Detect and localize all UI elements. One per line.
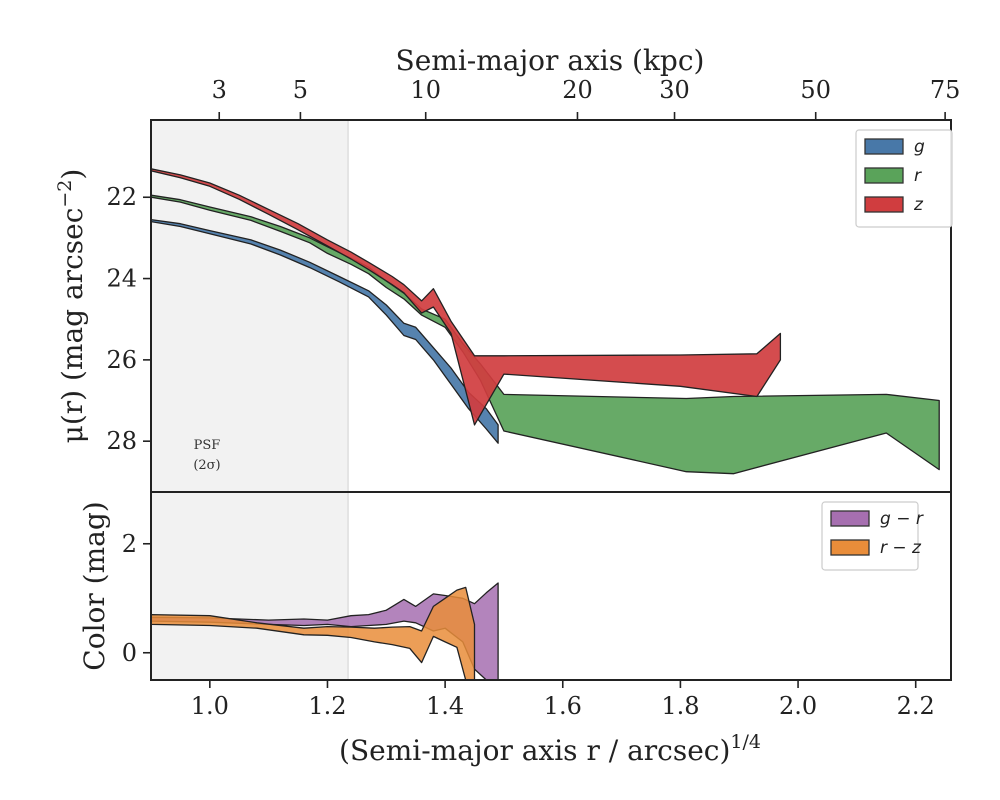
x-axis-label: (Semi-major axis r / arcsec)1/4 <box>339 731 761 767</box>
color-tick-label: 2 <box>122 530 137 558</box>
legend-swatch <box>830 539 870 556</box>
kpc-tick-label: 10 <box>410 76 441 104</box>
top-x-axis-label: Semi-major axis (kpc) <box>396 44 705 77</box>
band-g <box>151 218 499 444</box>
mu-tick-label: 24 <box>106 265 137 293</box>
x-tick-label: 2.2 <box>897 692 935 720</box>
color-legend: g − r r − z <box>821 501 924 571</box>
x-tick-label: 1.6 <box>544 692 582 720</box>
kpc-tick-label: 30 <box>659 76 690 104</box>
legend-label: g − r <box>880 509 924 529</box>
psf-shaded-region <box>151 120 349 680</box>
mu-axis-ticks: 22 24 26 28 <box>106 183 151 455</box>
x-tick-label: 1.4 <box>426 692 464 720</box>
mu-tick-label: 26 <box>106 346 137 374</box>
kpc-tick-label: 50 <box>800 76 831 104</box>
legend-label: z <box>913 195 924 215</box>
band-z <box>151 168 782 426</box>
top-axis-ticks: 3 5 10 20 30 50 75 <box>212 76 961 120</box>
mu-axis-label: μ(r) (mag arcsec−2) <box>54 169 89 444</box>
surface-brightness-legend: grz <box>855 129 953 228</box>
kpc-tick-label: 20 <box>562 76 593 104</box>
mu-tick-label: 22 <box>106 183 137 211</box>
psf-label-line1: PSF <box>194 438 221 453</box>
legend-swatch <box>830 510 870 527</box>
color-axis-label: Color (mag) <box>78 501 111 670</box>
x-tick-label: 1.2 <box>308 692 346 720</box>
psf-region-layer <box>151 120 349 680</box>
bottom-panel-frame <box>150 491 952 681</box>
x-tick-label: 1.8 <box>661 692 699 720</box>
color-tick-label: 0 <box>122 639 137 667</box>
legend-label: r <box>914 166 922 186</box>
kpc-tick-label: 75 <box>930 76 961 104</box>
legend-swatch <box>864 167 904 184</box>
color-series <box>151 582 499 680</box>
surface-brightness-series <box>151 168 940 475</box>
x-axis-ticks: 1.0 1.2 1.4 1.6 1.8 2.0 2.2 <box>191 680 935 720</box>
kpc-tick-label: 5 <box>293 76 308 104</box>
psf-label-line2: (2σ) <box>193 458 220 473</box>
legend-label: r − z <box>880 538 922 558</box>
mu-tick-label: 28 <box>106 427 137 455</box>
legend-swatch <box>864 196 904 213</box>
x-tick-label: 1.0 <box>191 692 229 720</box>
legend-label: g <box>914 137 925 157</box>
band-rz <box>151 586 476 680</box>
kpc-tick-label: 3 <box>212 76 227 104</box>
color-axis-ticks: 02 <box>122 530 151 667</box>
x-tick-label: 2.0 <box>779 692 817 720</box>
legend-swatch <box>864 138 904 155</box>
band-gr <box>151 582 499 680</box>
